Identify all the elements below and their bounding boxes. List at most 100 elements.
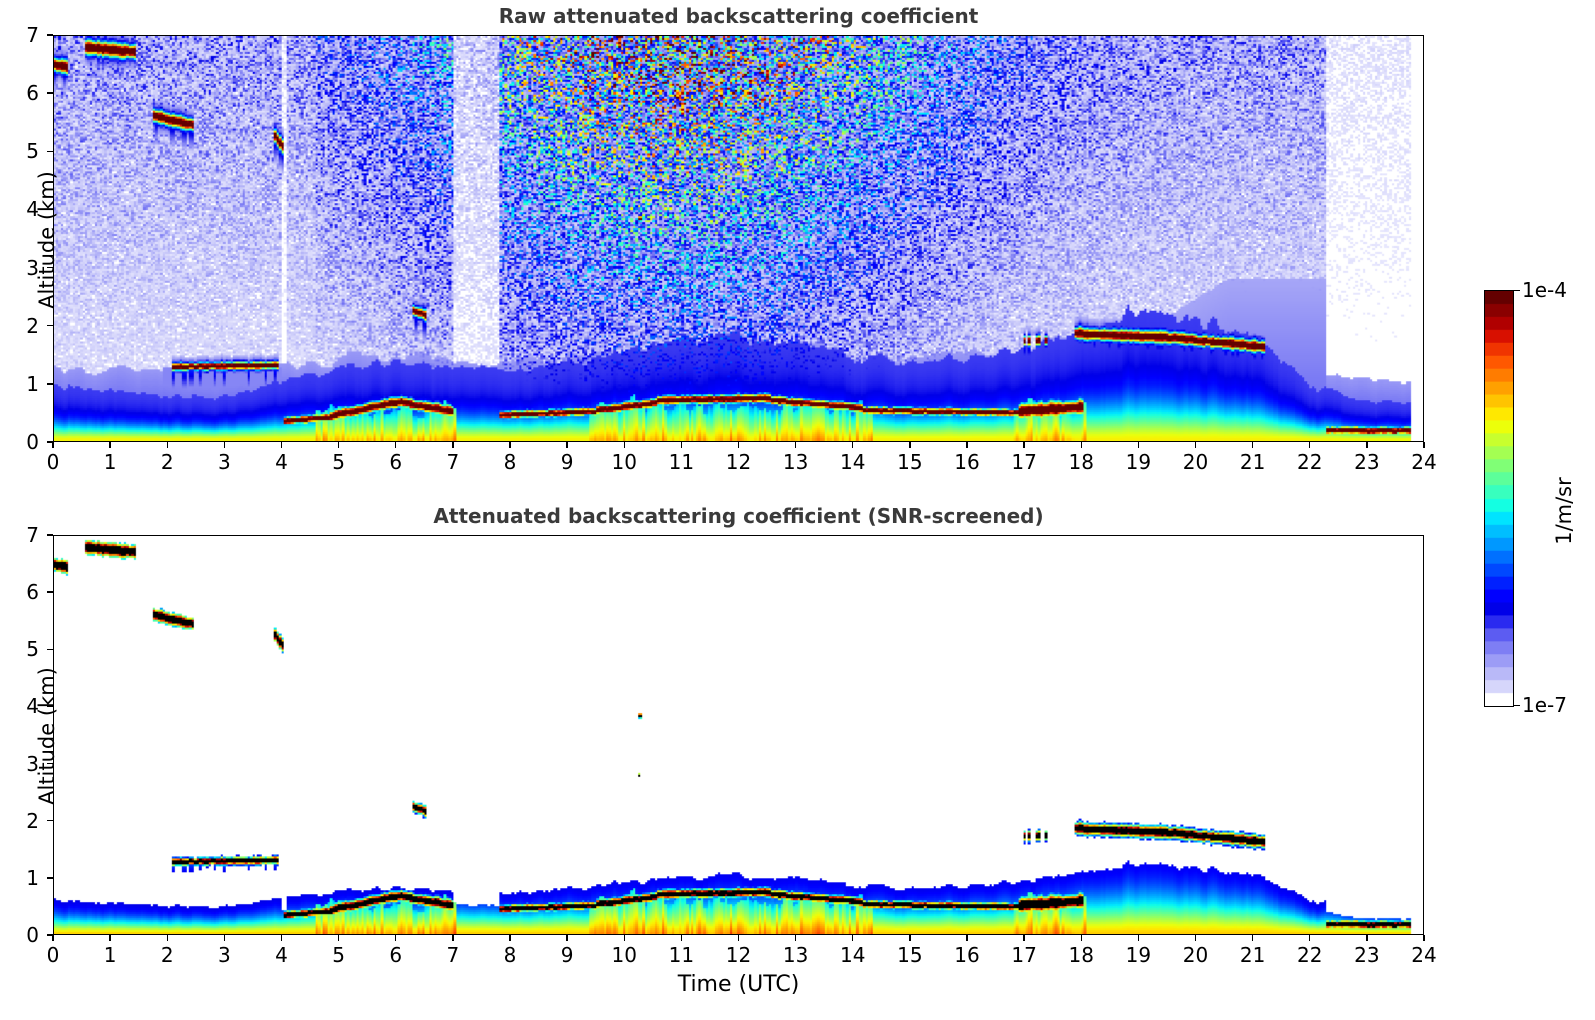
x-tick-label: 17	[1011, 450, 1037, 474]
x-tick-bottom	[966, 935, 968, 941]
x-tick-label: 13	[782, 450, 809, 474]
y-tick-label: 7	[26, 523, 39, 547]
x-tick-label: 4	[275, 450, 288, 474]
x-tick-top	[509, 442, 511, 448]
x-tick-top	[1023, 442, 1025, 448]
heatmap-screened	[54, 536, 1423, 934]
y-tick-label: 0	[26, 923, 39, 947]
y-tick-top	[47, 92, 53, 94]
y-tick-label: 3	[26, 751, 39, 776]
x-tick-label: 5	[332, 450, 345, 474]
x-tick-label: 22	[1297, 943, 1323, 967]
x-tick-label: 24	[1411, 450, 1437, 474]
colorbar-label-min: 1e-7	[1522, 693, 1567, 717]
x-tick-bottom	[1309, 935, 1311, 941]
colorbar-label-max: 1e-4	[1522, 278, 1567, 302]
y-tick-label: 5	[26, 139, 39, 164]
x-tick-bottom	[566, 935, 568, 941]
colorbar-tick-max	[1514, 290, 1520, 292]
heatmap-axes-raw	[53, 35, 1424, 442]
x-tick-label: 2	[160, 943, 174, 967]
x-tick-label: 8	[503, 943, 517, 967]
x-tick-bottom	[852, 935, 854, 941]
x-tick-label: 21	[1239, 943, 1266, 967]
x-tick-bottom	[166, 935, 168, 941]
x-tick-top	[1194, 442, 1197, 448]
y-tick-label: 7	[26, 23, 39, 47]
x-tick-label: 16	[954, 943, 980, 967]
x-tick-bottom	[1251, 935, 1254, 941]
x-tick-top	[52, 442, 54, 448]
y-tick-bottom	[47, 762, 53, 765]
x-tick-label: 6	[389, 450, 403, 474]
y-tick-label: 3	[26, 255, 39, 280]
x-tick-label: 7	[446, 450, 460, 474]
y-tick-top	[47, 441, 53, 443]
x-tick-bottom	[1137, 935, 1140, 941]
x-tick-top	[223, 442, 226, 448]
x-tick-label: 3	[218, 943, 231, 967]
x-tick-label: 10	[611, 943, 637, 967]
x-tick-top	[852, 442, 854, 448]
x-tick-bottom	[109, 935, 111, 941]
x-tick-top	[280, 442, 283, 448]
x-tick-label: 13	[782, 943, 809, 967]
colorbar	[1484, 290, 1520, 707]
x-tick-label: 18	[1068, 943, 1094, 967]
y-tick-label: 2	[26, 313, 39, 338]
y-tick-label: 6	[26, 580, 39, 605]
x-tick-bottom	[1194, 935, 1197, 941]
x-tick-top	[109, 442, 111, 448]
x-tick-top	[566, 442, 568, 448]
x-tick-label: 0	[46, 450, 60, 474]
y-tick-label: 1	[26, 371, 39, 396]
y-tick-bottom	[47, 534, 53, 536]
x-tick-label: 1	[103, 943, 117, 967]
x-tick-label: 22	[1297, 450, 1323, 474]
x-tick-label: 18	[1068, 450, 1094, 474]
x-tick-top	[395, 442, 397, 448]
y-tick-bottom	[47, 705, 53, 708]
y-tick-bottom	[47, 934, 53, 936]
x-tick-top	[337, 442, 340, 448]
y-tick-label: 5	[26, 637, 39, 662]
x-tick-top	[1366, 442, 1368, 448]
x-axis-label: Time (UTC)	[677, 972, 800, 997]
x-tick-label: 16	[954, 450, 980, 474]
x-tick-label: 21	[1239, 450, 1266, 474]
x-tick-bottom	[737, 935, 740, 941]
x-tick-label: 15	[897, 943, 923, 967]
heatmap-raw	[54, 36, 1423, 441]
x-tick-bottom	[794, 935, 797, 941]
y-tick-top	[47, 325, 53, 327]
x-tick-label: 6	[389, 943, 403, 967]
x-tick-top	[1251, 442, 1254, 448]
x-tick-label: 12	[725, 450, 752, 474]
x-tick-bottom	[395, 935, 397, 941]
x-tick-bottom	[52, 935, 54, 941]
y-tick-label: 1	[26, 865, 39, 890]
y-tick-top	[47, 150, 53, 152]
y-tick-top	[47, 34, 53, 36]
x-tick-top	[680, 442, 683, 448]
x-tick-label: 9	[560, 943, 574, 967]
x-tick-top	[966, 442, 968, 448]
x-tick-bottom	[680, 935, 683, 941]
x-tick-bottom	[452, 935, 454, 941]
x-tick-label: 1	[103, 450, 117, 474]
x-tick-bottom	[509, 935, 511, 941]
heatmap-axes-screened	[53, 535, 1424, 935]
x-tick-top	[737, 442, 740, 448]
x-tick-top	[623, 442, 625, 448]
x-tick-bottom	[223, 935, 226, 941]
x-tick-label: 23	[1354, 943, 1380, 967]
x-tick-label: 14	[840, 943, 866, 967]
x-tick-top	[1080, 442, 1082, 448]
x-tick-label: 12	[725, 943, 752, 967]
y-tick-bottom	[47, 877, 53, 879]
y-tick-top	[47, 266, 53, 269]
y-tick-label: 4	[26, 694, 39, 719]
y-tick-bottom	[47, 591, 53, 593]
x-tick-label: 8	[503, 450, 517, 474]
